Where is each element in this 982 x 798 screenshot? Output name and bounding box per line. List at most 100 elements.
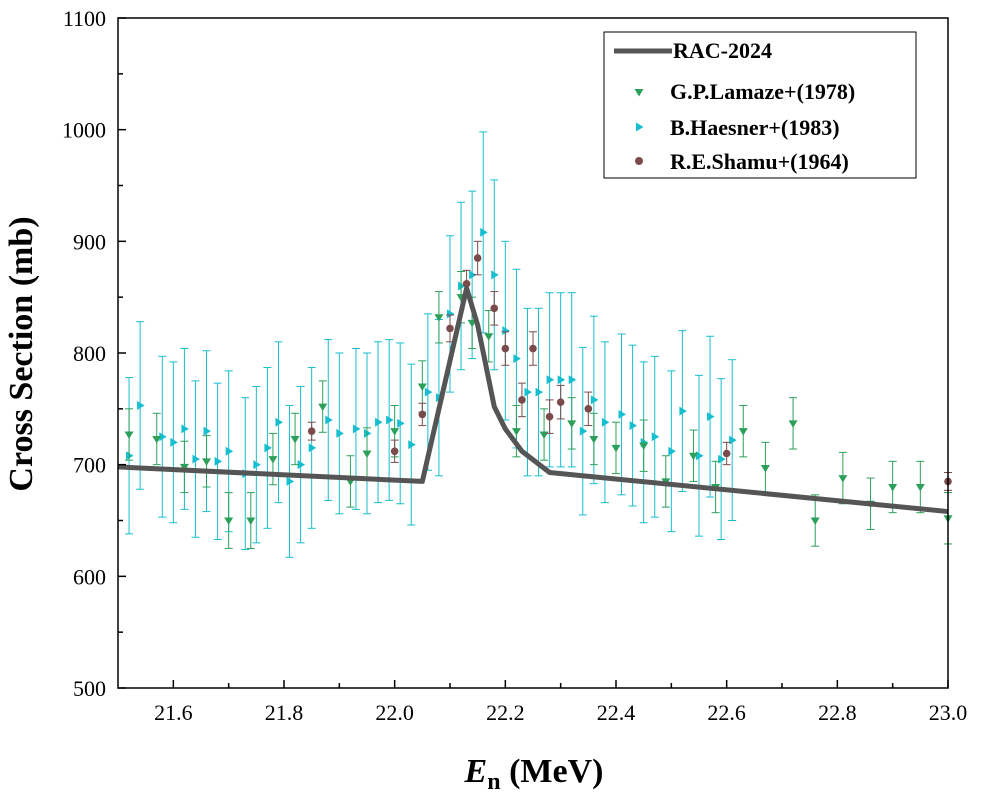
data-point xyxy=(137,400,145,410)
x-tick-label: 21.8 xyxy=(265,700,304,725)
data-point xyxy=(364,428,372,438)
data-point xyxy=(651,432,660,442)
data-point xyxy=(511,428,521,436)
axes-frame xyxy=(117,17,949,689)
data-point xyxy=(458,281,466,291)
series-rac-2024 xyxy=(117,285,949,515)
data-point xyxy=(535,387,544,397)
data-point xyxy=(336,428,344,438)
data-point xyxy=(629,421,638,431)
data-point xyxy=(618,409,627,419)
series-g-p-lamaze-1978 xyxy=(124,270,953,549)
data-point xyxy=(225,446,234,456)
data-point xyxy=(417,383,427,391)
x-tick-label: 22.8 xyxy=(818,700,857,725)
y-tick-label: 900 xyxy=(73,229,106,254)
x-tick-label: 23.0 xyxy=(929,700,968,725)
data-point xyxy=(679,406,687,416)
legend-marker-lamaze xyxy=(634,89,644,97)
legend-label-rac-2024: RAC-2024 xyxy=(673,38,772,63)
data-point xyxy=(722,449,731,458)
plot-area xyxy=(117,131,953,558)
data-point xyxy=(264,443,272,453)
data-point xyxy=(386,415,394,425)
data-point xyxy=(810,517,820,525)
data-point xyxy=(524,387,532,397)
data-point xyxy=(268,456,278,464)
data-point xyxy=(529,344,537,353)
data-point xyxy=(462,279,471,288)
x-tick-labels: 21.6 21.8 22.0 22.2 22.4 22.6 22.8 23.0 xyxy=(154,700,967,725)
legend-label-lamaze: G.P.Lamaze+(1978) xyxy=(670,79,855,104)
x-tick-label: 22.0 xyxy=(375,700,414,725)
data-point xyxy=(214,456,223,466)
data-point xyxy=(480,227,488,237)
data-point xyxy=(286,476,295,486)
data-point xyxy=(447,309,455,319)
data-point xyxy=(518,396,526,404)
data-point xyxy=(556,398,565,406)
data-point xyxy=(688,452,698,461)
data-point xyxy=(696,451,704,461)
data-point xyxy=(567,420,577,428)
data-point xyxy=(501,344,510,353)
data-point xyxy=(718,454,726,464)
x-tick-label: 21.6 xyxy=(154,700,193,725)
data-point xyxy=(434,314,444,322)
data-point xyxy=(352,424,361,434)
data-point xyxy=(546,375,555,385)
data-point xyxy=(915,484,925,492)
data-point xyxy=(738,428,748,436)
x-tick-label: 22.6 xyxy=(707,700,746,725)
data-point xyxy=(192,454,200,464)
data-point xyxy=(408,440,416,450)
x-tick-label: 22.4 xyxy=(597,700,636,725)
data-point xyxy=(590,395,599,405)
data-point xyxy=(490,304,499,313)
legend-label-haesner: B.Haesner+(1983) xyxy=(670,115,840,140)
data-point xyxy=(729,435,737,445)
data-point xyxy=(159,432,167,442)
x-tick-label: 22.2 xyxy=(486,700,525,725)
x-axis-title-unit: (MeV) xyxy=(501,753,604,790)
data-point xyxy=(308,443,317,453)
data-point xyxy=(502,326,510,336)
data-point xyxy=(203,426,212,436)
legend-box xyxy=(603,31,917,179)
data-point xyxy=(601,417,610,427)
data-point xyxy=(325,415,333,425)
y-axis-title: Cross Section (mb) xyxy=(3,216,40,491)
data-point xyxy=(397,418,405,428)
legend: RAC-2024 G.P.Lamaze+(1978) B.Haesner+(19… xyxy=(603,31,917,179)
data-point xyxy=(224,517,234,525)
data-point xyxy=(473,254,482,262)
data-point xyxy=(418,410,427,419)
x-axis-title-symbol: E xyxy=(464,753,488,790)
data-point xyxy=(181,424,189,434)
data-point xyxy=(513,354,521,364)
legend-marker-shamu xyxy=(635,157,643,165)
data-point xyxy=(584,405,593,413)
data-point xyxy=(788,420,798,428)
data-point xyxy=(888,484,898,492)
data-point xyxy=(838,475,848,483)
data-point xyxy=(307,427,316,435)
y-tick-labels: 500 600 700 800 900 1000 1100 xyxy=(62,6,106,701)
data-point xyxy=(362,450,372,458)
data-point xyxy=(318,403,328,412)
data-point xyxy=(124,431,134,440)
data-point xyxy=(202,458,212,466)
data-point xyxy=(390,428,400,436)
data-point xyxy=(469,270,477,280)
data-point xyxy=(484,333,494,341)
data-point xyxy=(579,426,588,436)
series-b-haesner-1983 xyxy=(125,131,737,558)
data-point xyxy=(545,412,554,421)
legend-marker-haesner xyxy=(636,122,644,132)
x-axis-title: En (MeV) xyxy=(464,753,604,795)
data-point xyxy=(557,375,566,385)
y-tick-label: 1100 xyxy=(63,6,106,31)
data-point xyxy=(246,517,256,525)
data-point xyxy=(639,442,649,451)
